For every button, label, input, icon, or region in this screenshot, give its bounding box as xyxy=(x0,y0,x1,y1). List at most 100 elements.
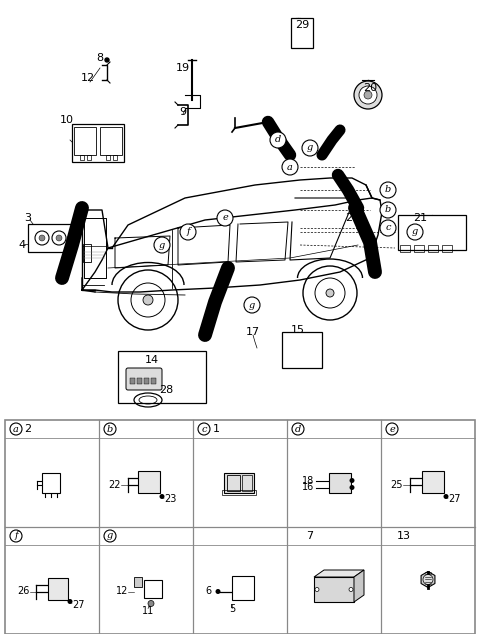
Text: g: g xyxy=(159,240,165,250)
Bar xyxy=(118,351,206,403)
Text: 19: 19 xyxy=(176,63,190,73)
Polygon shape xyxy=(314,570,364,577)
Bar xyxy=(291,18,313,48)
Text: 22: 22 xyxy=(108,479,121,489)
Bar xyxy=(80,155,84,160)
Text: 3: 3 xyxy=(24,213,32,223)
Circle shape xyxy=(444,494,448,499)
Bar xyxy=(282,332,322,368)
Circle shape xyxy=(10,423,22,435)
Circle shape xyxy=(354,81,382,109)
Text: 15: 15 xyxy=(291,325,305,335)
Text: g: g xyxy=(307,143,313,153)
Text: g: g xyxy=(412,228,418,236)
Text: 29: 29 xyxy=(295,20,309,30)
Text: 27: 27 xyxy=(72,600,84,609)
Text: 13: 13 xyxy=(397,531,411,541)
Circle shape xyxy=(315,588,319,592)
Circle shape xyxy=(159,494,165,499)
Bar xyxy=(428,245,438,252)
Text: 12: 12 xyxy=(116,586,128,597)
Circle shape xyxy=(282,159,298,175)
Text: e: e xyxy=(389,425,395,434)
Text: c: c xyxy=(201,425,207,434)
Circle shape xyxy=(143,295,153,305)
Text: e: e xyxy=(222,214,228,223)
Bar xyxy=(5,420,475,634)
Text: 9: 9 xyxy=(180,107,187,117)
Bar xyxy=(134,576,142,586)
Bar xyxy=(28,224,73,252)
Text: g: g xyxy=(249,301,255,309)
Bar xyxy=(144,378,149,384)
Text: f: f xyxy=(186,228,190,236)
Bar xyxy=(222,489,256,495)
Text: d: d xyxy=(295,425,301,434)
Circle shape xyxy=(423,574,433,585)
FancyBboxPatch shape xyxy=(126,368,162,390)
Bar xyxy=(151,378,156,384)
Circle shape xyxy=(104,423,116,435)
Text: g: g xyxy=(107,531,113,541)
Bar xyxy=(42,472,60,493)
Bar xyxy=(442,245,452,252)
Circle shape xyxy=(292,423,304,435)
Text: b: b xyxy=(385,205,391,214)
Text: 5: 5 xyxy=(229,604,235,614)
Bar xyxy=(113,155,117,160)
Bar xyxy=(74,127,96,155)
Bar xyxy=(414,245,424,252)
Text: 6: 6 xyxy=(206,586,212,597)
Circle shape xyxy=(39,235,45,241)
Text: 4: 4 xyxy=(18,240,25,250)
Text: 1: 1 xyxy=(213,424,219,434)
Text: b: b xyxy=(107,425,113,434)
Bar xyxy=(138,470,160,493)
Bar xyxy=(100,127,122,155)
Bar xyxy=(137,378,142,384)
Circle shape xyxy=(10,530,22,542)
Circle shape xyxy=(217,210,233,226)
Text: 27: 27 xyxy=(448,495,460,505)
Text: 11: 11 xyxy=(142,605,154,616)
Bar xyxy=(227,474,240,491)
Text: 24: 24 xyxy=(345,213,359,223)
Text: b: b xyxy=(385,186,391,195)
Bar xyxy=(232,576,254,600)
Text: 10: 10 xyxy=(60,115,74,125)
Text: 16: 16 xyxy=(302,482,314,493)
Circle shape xyxy=(154,237,170,253)
Text: 28: 28 xyxy=(159,385,173,395)
Circle shape xyxy=(56,235,62,241)
Circle shape xyxy=(180,224,196,240)
Bar xyxy=(144,579,162,597)
Circle shape xyxy=(349,485,355,490)
Circle shape xyxy=(68,599,72,604)
Text: 23: 23 xyxy=(164,495,176,505)
Text: 7: 7 xyxy=(306,531,313,541)
Circle shape xyxy=(216,589,220,594)
Text: f: f xyxy=(14,531,18,541)
Bar xyxy=(242,474,252,491)
Bar xyxy=(329,472,351,493)
Bar xyxy=(87,155,91,160)
Circle shape xyxy=(105,58,109,62)
Text: 2: 2 xyxy=(24,424,32,434)
Text: 12: 12 xyxy=(81,73,95,83)
Circle shape xyxy=(148,600,154,607)
Circle shape xyxy=(270,132,286,148)
Bar xyxy=(422,470,444,493)
Text: 17: 17 xyxy=(246,327,260,337)
Circle shape xyxy=(380,220,396,236)
Text: 14: 14 xyxy=(145,355,159,365)
Bar xyxy=(106,155,110,160)
Circle shape xyxy=(359,86,377,104)
Bar xyxy=(130,378,135,384)
Circle shape xyxy=(386,423,398,435)
Circle shape xyxy=(244,297,260,313)
Text: 8: 8 xyxy=(96,53,104,63)
Circle shape xyxy=(349,588,353,592)
Polygon shape xyxy=(354,570,364,602)
Polygon shape xyxy=(421,571,435,588)
Text: a: a xyxy=(13,425,19,434)
